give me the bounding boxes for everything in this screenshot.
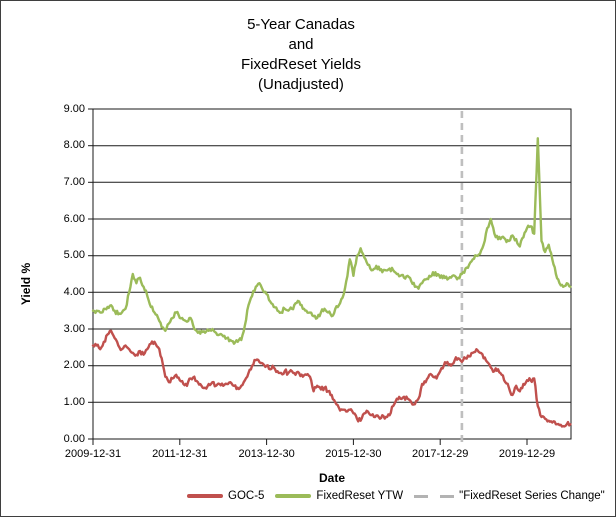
x-tick-label: 2011-12-31 [152, 448, 208, 460]
legend-label-fixedreset-ytw: FixedReset YTW [316, 490, 404, 502]
legend-item-fixedreset-ytw: FixedReset YTW [275, 490, 403, 502]
fixedreset-ytw-line [91, 137, 572, 345]
x-tick-label: 2009-12-31 [64, 448, 122, 460]
legend-item-series-change: "FixedReset Series Change" [414, 490, 605, 502]
axis-ticks [88, 108, 528, 445]
y-tick-label: 1.00 [63, 395, 85, 408]
plot-border [92, 108, 572, 440]
y-tick-label: 3.00 [63, 322, 85, 335]
x-axis-title: Date [318, 471, 345, 485]
legend-label-goc5: GOC-5 [228, 490, 265, 502]
x-tick-label: 2017-12-29 [412, 448, 469, 460]
title-line-1: 5-Year Canadas [247, 16, 355, 33]
x-tick-label: 2015-12-30 [325, 448, 382, 460]
gridlines [92, 108, 572, 440]
y-tick-label: 0.00 [63, 432, 85, 445]
y-tick-label: 4.00 [63, 285, 85, 298]
x-tick-label: 2013-12-30 [238, 448, 295, 460]
y-tick-label: 7.00 [63, 175, 85, 188]
y-tick-label: 5.00 [63, 249, 85, 262]
y-tick-label: 8.00 [63, 139, 85, 152]
legend: GOC-5 FixedReset YTW "FixedReset Series … [187, 488, 615, 504]
chart-title: 5-Year Canadas and FixedReset Yields (Un… [1, 15, 601, 95]
goc5-line-swatch [187, 494, 223, 498]
y-tick-label: 2.00 [63, 359, 85, 372]
y-tick-label: 9.00 [63, 102, 85, 115]
title-line-2: and [288, 36, 314, 53]
x-tick-label: 2019-12-29 [498, 448, 556, 460]
goc5-line [91, 329, 572, 428]
series-change-dash-swatch [414, 494, 455, 498]
y-tick-label: 6.00 [63, 212, 85, 225]
legend-label-series-change: "FixedReset Series Change" [459, 490, 605, 502]
title-line-3: FixedReset Yields [240, 56, 362, 73]
data-series [91, 137, 572, 428]
fixedreset-ytw-line-swatch [275, 494, 312, 498]
legend-item-goc5: GOC-5 [187, 490, 264, 502]
title-line-4: (Unadjusted) [258, 76, 344, 93]
